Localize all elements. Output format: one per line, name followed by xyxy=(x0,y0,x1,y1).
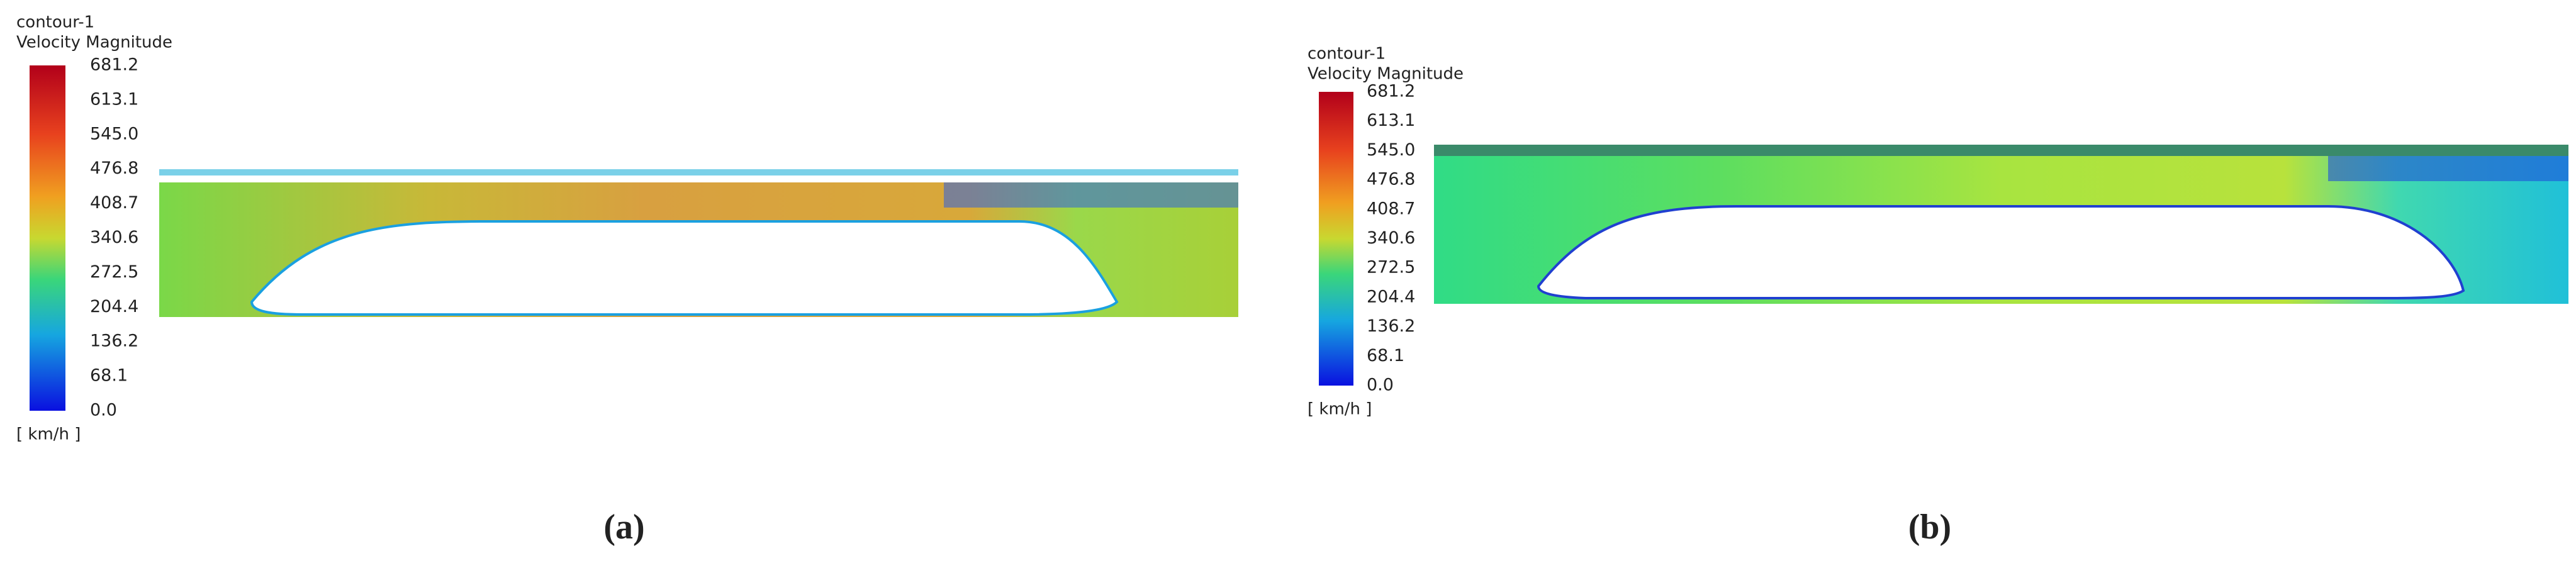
legend-unit: [ km/h ] xyxy=(1308,400,1372,419)
contour-field xyxy=(1434,145,2568,304)
colorbar-tick-label: 476.8 xyxy=(90,159,138,178)
contour-field xyxy=(159,169,1238,317)
legend-unit: [ km/h ] xyxy=(16,425,81,444)
legend-variable: Velocity Magnitude xyxy=(1308,65,1464,84)
colorbar-tick-label: 681.2 xyxy=(90,55,138,75)
colorbar-tick-label: 476.8 xyxy=(1367,170,1415,189)
colorbar-tick-label: 68.1 xyxy=(90,366,128,386)
colorbar-tick-label: 340.6 xyxy=(1367,228,1415,248)
legend-title: contour-1 xyxy=(1308,45,1386,64)
colorbar-tick-label: 204.4 xyxy=(90,297,138,316)
colorbar-tick-label: 272.5 xyxy=(90,262,138,282)
legend-variable: Velocity Magnitude xyxy=(16,33,172,52)
legend-title: contour-1 xyxy=(16,13,94,32)
colorbar-tick-label: 545.0 xyxy=(1367,140,1415,160)
colorbar-tick-label: 613.1 xyxy=(1367,111,1415,130)
colorbar-tick-label: 0.0 xyxy=(90,401,117,420)
colorbar-tick-label: 68.1 xyxy=(1367,346,1404,365)
colorbar-tick-label: 340.6 xyxy=(90,228,138,247)
colorbar-tick-label: 136.2 xyxy=(90,331,138,351)
colorbar xyxy=(30,65,65,411)
colorbar-tick-label: 408.7 xyxy=(1367,199,1415,218)
caption: (b) xyxy=(1908,508,1951,547)
colorbar-tick-label: 613.1 xyxy=(90,89,138,109)
colorbar-tick-label: 408.7 xyxy=(90,193,138,213)
colorbar-tick-label: 0.0 xyxy=(1367,376,1394,395)
colorbar-tick-label: 545.0 xyxy=(90,124,138,143)
colorbar-tick-label: 681.2 xyxy=(1367,82,1415,101)
colorbar xyxy=(1319,92,1353,386)
colorbar-tick-label: 204.4 xyxy=(1367,287,1415,306)
colorbar-tick-label: 272.5 xyxy=(1367,258,1415,277)
colorbar-tick-label: 136.2 xyxy=(1367,316,1415,336)
caption: (a) xyxy=(603,508,644,547)
